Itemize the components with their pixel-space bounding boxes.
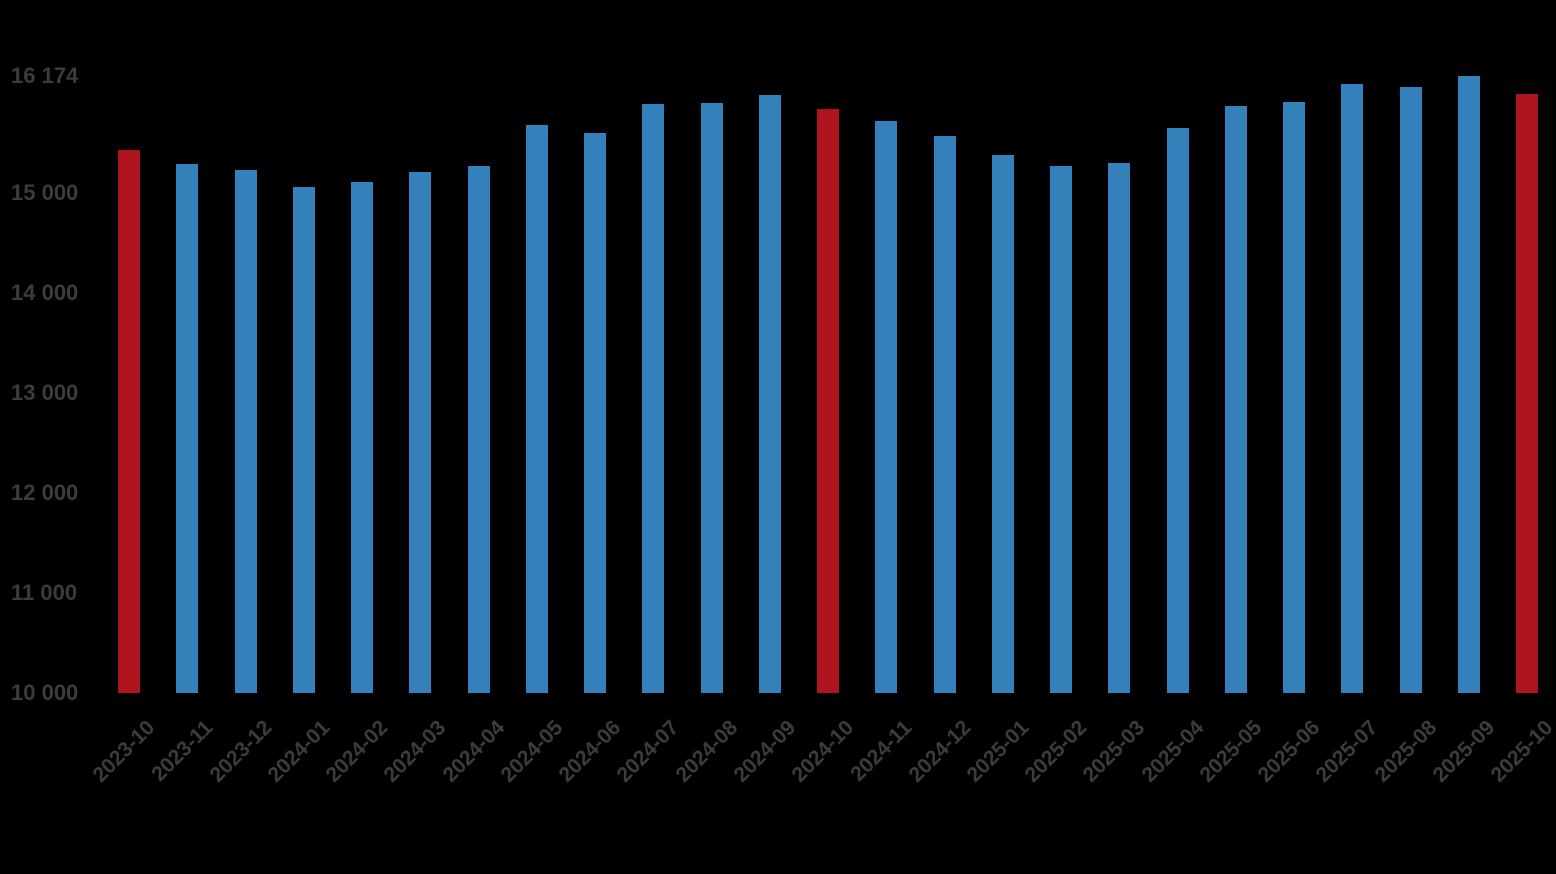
bar-2025-08 <box>1399 87 1422 693</box>
bar-2024-04 <box>467 166 490 693</box>
bar-2025-02 <box>1050 166 1072 693</box>
highlighted-bar-2025-10 <box>1516 94 1538 693</box>
bar-2024-05 <box>525 125 548 693</box>
bar-2024-08 <box>700 103 723 693</box>
y-axis-tick-label: 15 000 <box>11 180 79 206</box>
bar-2024-07 <box>642 104 665 693</box>
bar-2023-11 <box>176 164 199 693</box>
bar-2024-02 <box>351 182 373 693</box>
y-axis-tick-label: 10 000 <box>11 680 79 705</box>
bar-2023-12 <box>234 170 257 693</box>
bar-2025-03 <box>1108 163 1131 693</box>
y-axis-tick-label: 13 000 <box>11 380 79 406</box>
bar-2024-12 <box>933 136 956 693</box>
bar-2024-03 <box>409 172 432 693</box>
bar-2024-01 <box>292 187 315 693</box>
y-axis-tick-label: 11 000 <box>11 580 78 606</box>
bar-chart: 10 000 11 000 12 000 13 000 14 000 15 000 16 1… <box>11 63 1556 787</box>
bar-2024-09 <box>758 95 781 693</box>
bar-2025-04 <box>1166 128 1189 693</box>
bar-2024-11 <box>875 121 898 693</box>
bar-2024-06 <box>584 133 606 693</box>
highlighted-bar-2023-10 <box>118 150 140 693</box>
highlighted-bar-2024-10 <box>817 109 839 693</box>
bar-2025-06 <box>1283 102 1305 693</box>
y-axis-tick-label: 12 000 <box>11 480 79 506</box>
y-axis-tick-label: 14 000 <box>11 280 79 306</box>
y-axis-max-label: 16 174 <box>11 63 79 88</box>
bar-2025-01 <box>991 155 1014 693</box>
bar-2025-05 <box>1224 106 1247 693</box>
bar-2025-07 <box>1341 84 1364 693</box>
bar-2025-09 <box>1457 76 1480 693</box>
